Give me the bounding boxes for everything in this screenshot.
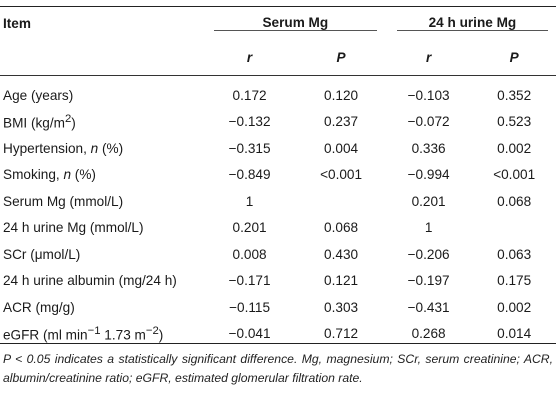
cell-urine-p: 0.063 <box>497 246 532 262</box>
row-label: eGFR (ml min−1 1.73 m−2) <box>3 324 164 343</box>
header-p-urine: P <box>509 49 519 65</box>
header-blank <box>0 39 202 76</box>
cell-urine-p <box>472 215 556 242</box>
header-urine-mg: 24 h urine Mg <box>385 7 556 40</box>
cell-serum-p: 0.237 <box>324 114 359 130</box>
cell-serum-p: 0.004 <box>324 140 359 156</box>
cell-serum-p: 0.068 <box>324 220 359 236</box>
cell-serum-r: −0.115 <box>229 299 271 315</box>
cell-urine-p: 0.002 <box>497 140 532 156</box>
row-label: Serum Mg (mmol/L) <box>3 193 124 209</box>
header-serum-mg-label: Serum Mg <box>213 15 377 31</box>
cell-serum-p: 0.121 <box>324 273 359 289</box>
table-body: Age (years) 0.172 0.120 −0.103 0.352 BMI (kg/… <box>0 76 556 348</box>
table-row: SCr (μmol/L) 0.008 0.430 −0.206 0.063 <box>0 241 556 268</box>
table-bottom-rule <box>0 343 556 344</box>
cell-serum-p: 0.430 <box>324 246 359 262</box>
cell-urine-r: 1 <box>424 220 433 236</box>
cell-urine-r: 0.268 <box>411 326 446 342</box>
cell-serum-r: −0.849 <box>228 167 271 183</box>
cell-serum-r: 1 <box>245 193 254 209</box>
row-label: Age (years) <box>3 87 74 103</box>
cell-serum-p: <0.001 <box>320 167 363 183</box>
cell-urine-r: −0.103 <box>407 87 450 103</box>
cell-urine-r: −0.197 <box>407 273 450 289</box>
cell-urine-r: −0.994 <box>407 167 450 183</box>
table-row: 24 h urine Mg (mmol/L) 0.201 0.068 1 <box>0 215 556 242</box>
cell-urine-r: −0.431 <box>407 299 450 315</box>
table-row: 24 h urine albumin (mg/24 h) −0.171 0.121 −… <box>0 268 556 295</box>
table-row: ACR (mg/g) −0.115 0.303 −0.431 0.002 <box>0 294 556 321</box>
cell-serum-r: −0.315 <box>228 140 271 156</box>
cell-serum-r: −0.132 <box>228 114 271 130</box>
table-row: Serum Mg (mmol/L) 1 0.201 0.068 <box>0 188 556 215</box>
table-row: Hypertension, n (%) −0.315 0.004 0.336 0.002 <box>0 135 556 162</box>
cell-urine-p: 0.523 <box>497 114 532 130</box>
row-label: 24 h urine Mg (mmol/L) <box>3 220 144 236</box>
cell-urine-p: <0.001 <box>493 167 536 183</box>
cell-urine-r: 0.201 <box>411 193 446 209</box>
cell-urine-p: 0.002 <box>497 299 532 315</box>
cell-urine-p: 0.352 <box>497 87 532 103</box>
cell-serum-p <box>297 188 385 215</box>
cell-serum-r: 0.008 <box>232 246 267 262</box>
header-row-stats: r P r P <box>0 39 556 76</box>
cell-serum-r: 0.201 <box>232 220 267 236</box>
header-urine-mg-label: 24 h urine Mg <box>396 15 548 31</box>
cell-urine-p: 0.014 <box>497 326 532 342</box>
cell-serum-p: 0.120 <box>324 87 359 103</box>
cell-serum-r: −0.041 <box>228 326 271 342</box>
cell-urine-r: −0.072 <box>407 114 450 130</box>
header-item: Item <box>3 15 31 31</box>
cell-urine-p: 0.175 <box>497 273 532 289</box>
row-label: SCr (μmol/L) <box>3 246 81 262</box>
cell-urine-r: 0.336 <box>411 140 446 156</box>
header-r-urine: r <box>425 49 432 65</box>
row-label: ACR (mg/g) <box>3 299 75 315</box>
header-row-groups: Item Serum Mg 24 h urine Mg <box>0 6 556 40</box>
cell-serum-r: −0.171 <box>228 273 271 289</box>
table-row: BMI (kg/m2) −0.132 0.237 −0.072 0.523 <box>0 109 556 136</box>
header-p-serum: P <box>336 49 346 65</box>
row-label: Hypertension, n (%) <box>3 140 124 156</box>
table-row: eGFR (ml min−1 1.73 m−2) −0.041 0.712 0.268… <box>0 321 556 348</box>
header-serum-mg: Serum Mg <box>202 7 385 40</box>
table-footnote: P < 0.05 indicates a statistically signi… <box>3 352 553 385</box>
table-row: Smoking, n (%) −0.849 <0.001 −0.994 <0.001 <box>0 162 556 189</box>
row-label: 24 h urine albumin (mg/24 h) <box>3 273 177 289</box>
cell-serum-p: 0.712 <box>324 326 359 342</box>
table-row: Age (years) 0.172 0.120 −0.103 0.352 <box>0 76 556 109</box>
row-label: Smoking, n (%) <box>3 167 96 183</box>
cell-urine-r: −0.206 <box>407 246 450 262</box>
cell-urine-p: 0.068 <box>497 193 532 209</box>
correlation-table: Item Serum Mg 24 h urine Mg r P r P Age … <box>0 6 556 347</box>
header-r-serum: r <box>246 49 253 65</box>
row-label: BMI (kg/m2) <box>3 112 76 131</box>
cell-serum-r: 0.172 <box>232 87 267 103</box>
cell-serum-p: 0.303 <box>324 299 359 315</box>
